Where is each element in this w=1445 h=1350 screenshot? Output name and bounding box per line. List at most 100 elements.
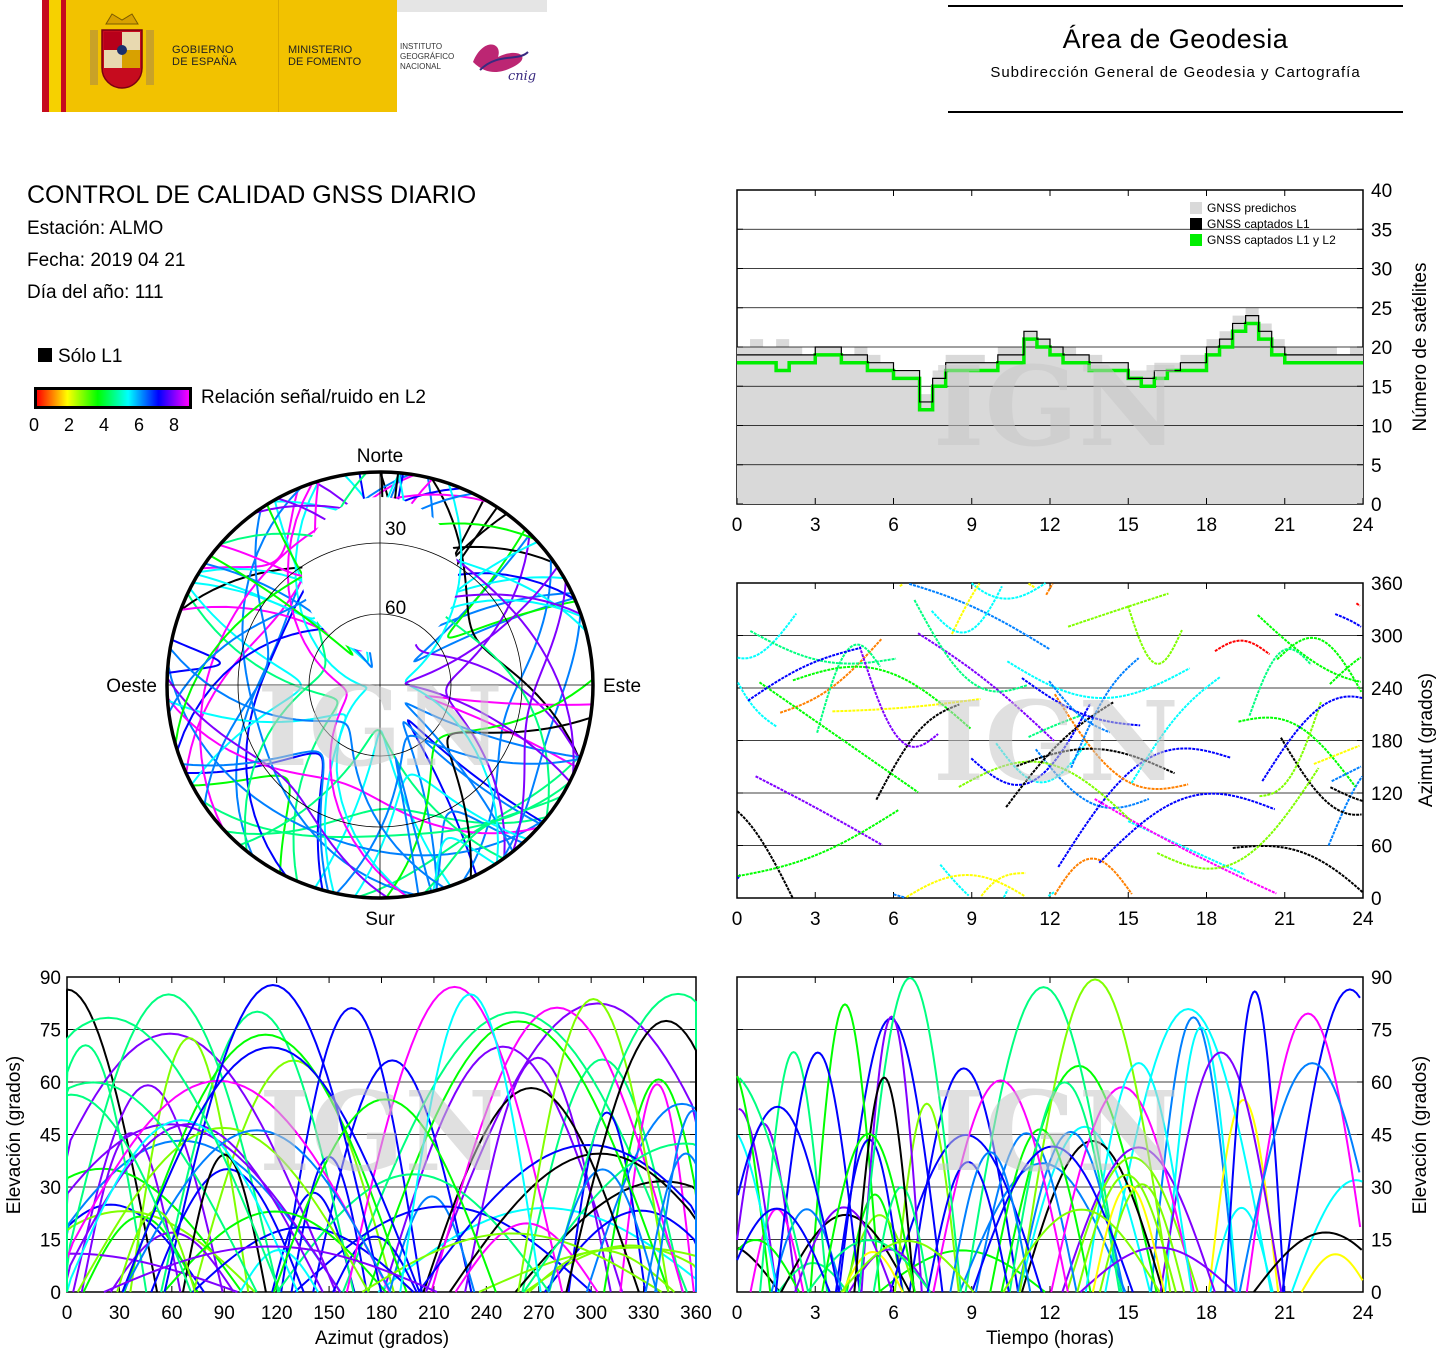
- azimuth-track: [899, 582, 1036, 898]
- sky-east-label: Este: [603, 676, 641, 697]
- y-tick-label: 15: [1371, 1231, 1392, 1252]
- elev-time-track: [1150, 1016, 1237, 1293]
- sky-track: [166, 677, 389, 899]
- azimuth-track: [816, 643, 881, 733]
- y-axis-label: Elevación (grados): [1410, 1056, 1431, 1214]
- sky-track: [423, 795, 562, 895]
- sky-track: [432, 836, 496, 892]
- x-tick-label: 21: [1274, 909, 1295, 930]
- y-tick-label: 90: [40, 968, 61, 989]
- azimuth-track: [1331, 765, 1362, 783]
- l1-only-swatch: [38, 348, 52, 362]
- elev-time-track: [737, 1246, 781, 1293]
- azimuth-track: [1094, 798, 1277, 895]
- elev-az-track: [66, 1123, 324, 1293]
- azimuth-track: [1130, 675, 1222, 784]
- elev-az-track: [522, 1142, 697, 1293]
- x-tick-label: 0: [732, 515, 743, 536]
- y-tick-label: 60: [1371, 1073, 1392, 1094]
- elev-az-track: [160, 1010, 355, 1293]
- cnig-text: cnig: [508, 69, 536, 84]
- y-tick-label: 120: [1371, 784, 1403, 805]
- elev-az-track: [367, 1020, 670, 1293]
- x-tick-label: 120: [261, 1303, 293, 1324]
- sky-track: [335, 734, 580, 895]
- y-tick-label: 30: [1371, 1178, 1392, 1199]
- elev-az-track: [280, 1007, 423, 1293]
- sky-track: [404, 483, 500, 864]
- ign-watermark: IGN: [933, 342, 1179, 471]
- elev-az-track: [547, 1168, 658, 1293]
- ministerio-text: MINISTERIO DE FOMENTO: [288, 44, 362, 68]
- elev-time-track: [958, 1162, 1127, 1293]
- x-tick-label: 330: [628, 1303, 660, 1324]
- elev-time-track: [1207, 1098, 1280, 1293]
- elev-time-track: [964, 986, 1123, 1293]
- azimuth-track: [970, 702, 1092, 786]
- station-label: Estación: ALMO: [27, 218, 164, 239]
- elev-az-track: [332, 1235, 418, 1293]
- x-tick-label: 3: [810, 515, 821, 536]
- report-title: CONTROL DE CALIDAD GNSS DIARIO: [27, 181, 477, 209]
- elev-az-track: [654, 1109, 697, 1293]
- elev-az-track: [619, 1083, 695, 1293]
- y-tick-label: 300: [1371, 627, 1403, 648]
- elev-time-track: [1084, 1061, 1193, 1293]
- azimuth-track: [1280, 737, 1362, 816]
- azimuth-track: [1053, 693, 1189, 791]
- elev-time-track: [1209, 1206, 1274, 1293]
- elev-time-track: [1159, 1051, 1283, 1293]
- azimuth-track: [737, 612, 798, 660]
- azimuth-track: [1126, 605, 1183, 665]
- sky-plot: [165, 470, 595, 900]
- ign-watermark: IGN: [933, 677, 1179, 806]
- elev-az-track: [66, 1093, 192, 1293]
- elev-time-track: [949, 1151, 1032, 1293]
- elev-time-track: [774, 1051, 861, 1293]
- azimuth-track: [737, 588, 795, 897]
- elev-time-track: [1224, 990, 1286, 1293]
- azimuth-track: [1329, 656, 1362, 685]
- elev-az-track: [192, 1226, 415, 1293]
- y-tick-label: 30: [1371, 260, 1392, 281]
- x-tick-label: 0: [732, 909, 743, 930]
- sky-track: [192, 774, 291, 874]
- elev-time-track: [821, 1132, 916, 1293]
- sky-track: [404, 566, 571, 783]
- y-tick-label: 15: [1371, 377, 1392, 398]
- azimuth-track: [747, 646, 862, 702]
- y-axis-label: Azimut (grados): [1416, 673, 1437, 807]
- azimuth-track: [1028, 714, 1082, 738]
- elev-az-track: [66, 1079, 391, 1293]
- azimuth-track: [1232, 844, 1364, 894]
- azimuth-track: [779, 637, 883, 714]
- azimuth-track: [930, 585, 1009, 898]
- sky-ring-label: 60: [385, 598, 406, 619]
- elev-az-track: [388, 1195, 476, 1293]
- y-tick-label: 10: [1371, 417, 1392, 438]
- y-axis-label: Número de satélites: [1410, 263, 1431, 432]
- x-tick-label: 0: [732, 1303, 743, 1324]
- sky-track: [167, 699, 347, 894]
- legend-label: GNSS captados L1: [1207, 217, 1310, 231]
- sky-track: [445, 533, 531, 858]
- x-tick-label: 6: [888, 515, 899, 536]
- elev-time-track: [1290, 1179, 1363, 1293]
- elev-time-track: [1002, 1208, 1161, 1293]
- elev-time-track: [736, 1105, 840, 1293]
- series-l1-line: [737, 315, 1363, 403]
- snr-tick: 2: [64, 415, 75, 435]
- x-tick-label: 9: [966, 1303, 977, 1324]
- elev-az-track: [567, 1111, 647, 1293]
- sky-track: [512, 580, 567, 852]
- sky-track: [203, 508, 270, 806]
- x-tick-label: 270: [523, 1303, 555, 1324]
- azimuth-track: [1334, 613, 1362, 628]
- series-l1l2-line: [737, 321, 1363, 412]
- elev-time-track: [1104, 1008, 1273, 1293]
- x-tick-label: 300: [575, 1303, 607, 1324]
- legend-swatch: [1190, 202, 1202, 214]
- x-tick-label: 6: [888, 909, 899, 930]
- area-title: Área de Geodesia: [1062, 24, 1289, 54]
